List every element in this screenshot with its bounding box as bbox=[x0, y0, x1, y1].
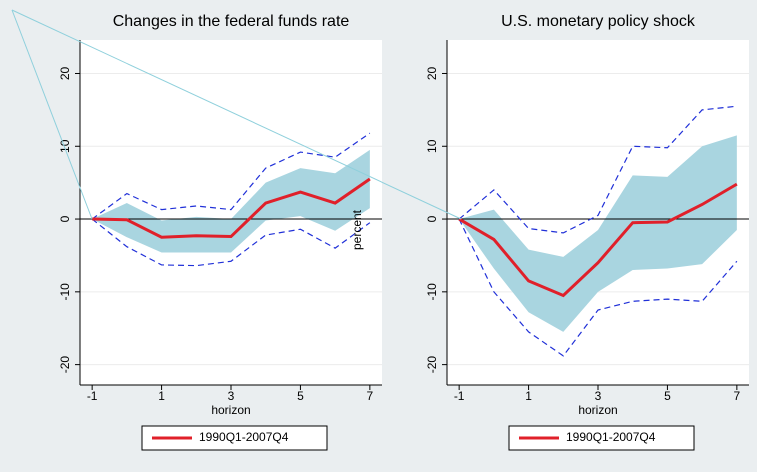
y-tick-label: -20 bbox=[58, 356, 72, 374]
confidence-band bbox=[92, 149, 370, 253]
bound-line bbox=[91, 132, 371, 220]
y-tick-label: 0 bbox=[425, 215, 439, 222]
y-tick-label: -20 bbox=[425, 356, 439, 374]
series-line bbox=[92, 177, 371, 239]
x-tick-label: 7 bbox=[734, 389, 741, 403]
x-tick-label: -1 bbox=[454, 389, 465, 403]
y-axis-label: percent bbox=[350, 209, 364, 250]
legend-label: 1990Q1-2007Q4 bbox=[566, 430, 656, 444]
bound-line bbox=[458, 218, 738, 357]
x-tick-label: 1 bbox=[525, 389, 532, 403]
x-tick-label: 1 bbox=[158, 389, 165, 403]
y-tick-label: 20 bbox=[425, 66, 439, 80]
legend-label: 1990Q1-2007Q4 bbox=[199, 430, 289, 444]
bound-line bbox=[91, 218, 371, 267]
x-tick-label: 5 bbox=[664, 389, 671, 403]
x-axis-label: horizon bbox=[211, 403, 250, 417]
decoration-line bbox=[11, 9, 462, 220]
x-tick-label: 3 bbox=[228, 389, 235, 403]
x-tick-label: 7 bbox=[367, 389, 374, 403]
chart-title: Changes in the federal funds rate bbox=[113, 13, 350, 30]
bound-line bbox=[458, 105, 737, 234]
x-tick-label: 3 bbox=[595, 389, 602, 403]
y-tick-label: 10 bbox=[58, 139, 72, 153]
y-tick-label: 10 bbox=[425, 139, 439, 153]
x-tick-label: -1 bbox=[87, 389, 98, 403]
y-tick-label: 20 bbox=[58, 66, 72, 80]
series-line bbox=[458, 182, 738, 298]
x-tick-label: 5 bbox=[297, 389, 304, 403]
confidence-band bbox=[459, 135, 737, 332]
x-axis-label: horizon bbox=[578, 403, 617, 417]
y-tick-label: -10 bbox=[58, 283, 72, 301]
decoration-line bbox=[11, 9, 93, 220]
y-tick-label: -10 bbox=[425, 283, 439, 301]
chart-title: U.S. monetary policy shock bbox=[501, 13, 696, 30]
y-tick-label: 0 bbox=[58, 215, 72, 222]
